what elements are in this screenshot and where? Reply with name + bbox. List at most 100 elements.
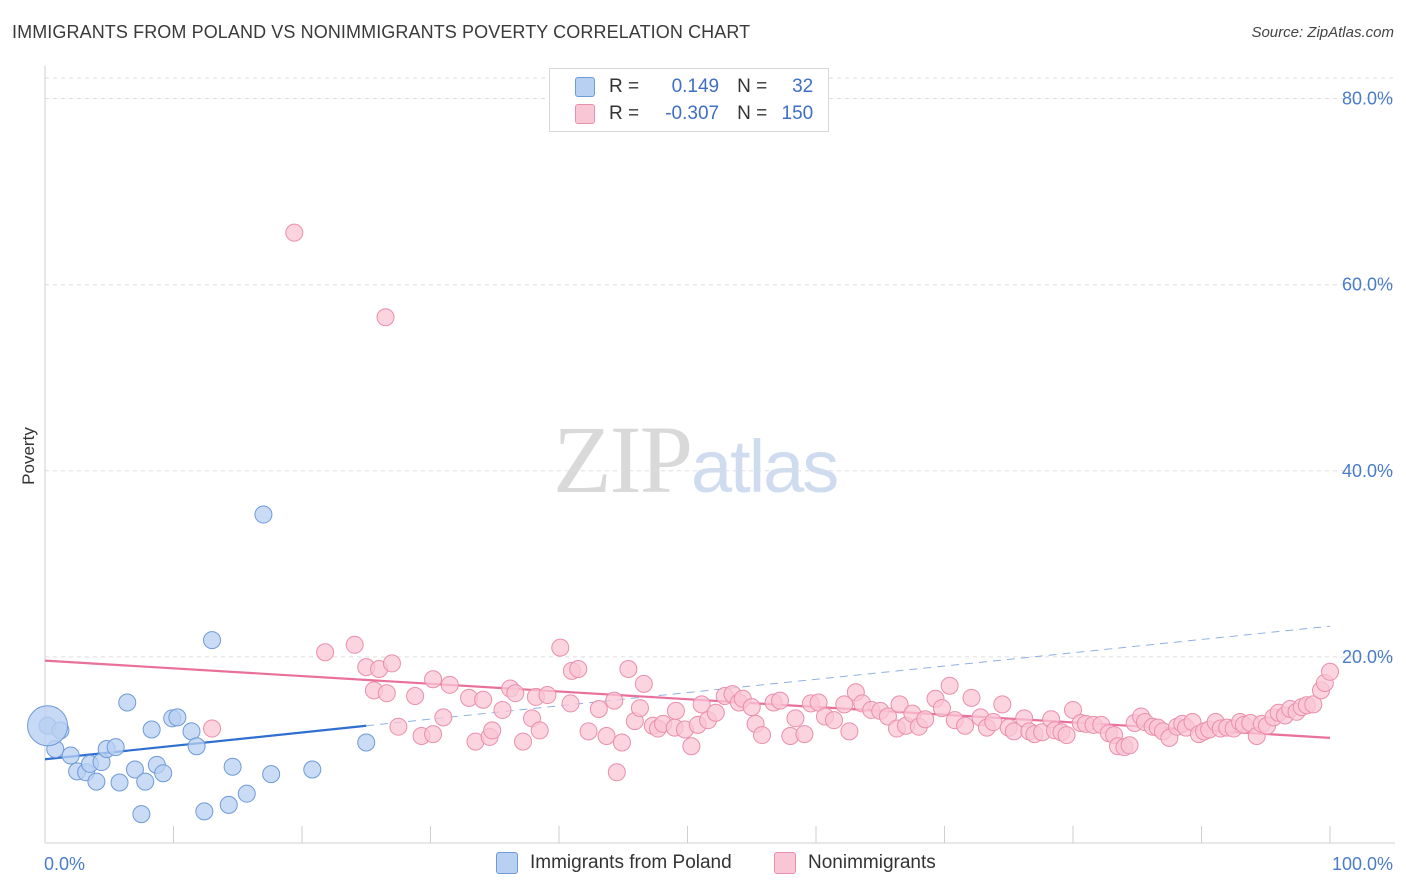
legend-swatch-pink (575, 104, 595, 124)
legend-n-label: N = (737, 76, 768, 97)
nonimmigrant-point (589, 700, 608, 719)
legend-row-poland: R = 0.149 N = 32 (575, 75, 813, 99)
source-label: Source: ZipAtlas.com (1251, 24, 1394, 41)
legend-row-nonimmigrants: R = -0.307 N = 150 (575, 102, 813, 126)
nonimmigrant-point (597, 726, 616, 745)
nonimmigrant-point (579, 722, 598, 741)
grid (45, 77, 1395, 658)
nonimmigrant-point (493, 700, 512, 719)
watermark-atlas: atlas (691, 425, 839, 508)
nonimmigrant-point (530, 721, 549, 740)
nonimmigrant-point (607, 763, 626, 782)
poland-point (132, 805, 151, 824)
nonimmigrant-point (474, 690, 493, 709)
series-legend-poland[interactable]: Immigrants from Poland (496, 852, 732, 874)
poland-point (203, 631, 222, 650)
nonimmigrant-point (440, 675, 459, 694)
nonimmigrant-point (377, 684, 396, 703)
nonimmigrant-point (630, 699, 649, 718)
nonimmigrant-point (612, 733, 631, 752)
poland-point (195, 802, 214, 821)
chart-title: IMMIGRANTS FROM POLAND VS NONIMMIGRANTS … (12, 22, 751, 42)
poland-point (219, 795, 238, 814)
poland-point (87, 772, 106, 791)
poland-point (357, 733, 376, 752)
nonimmigrant-point (634, 674, 653, 693)
nonimmigrant-point (561, 694, 580, 713)
nonimmigrant-point (682, 737, 701, 756)
poland-trend-dashed (366, 625, 1331, 727)
nonimmigrant-point (434, 708, 453, 727)
legend-r-value: 0.149 (671, 76, 720, 97)
legend-n-value: 32 (792, 76, 814, 97)
nonimmigrant-point (890, 695, 909, 714)
series-legend-label: Immigrants from Poland (530, 852, 732, 873)
nonimmigrant-point (824, 711, 843, 730)
nonimmigrant-point (1321, 662, 1339, 681)
x-tick-label: 100.0% (1332, 854, 1393, 874)
legend-r-label: R = (609, 76, 640, 97)
poland-point (142, 720, 161, 739)
poland-point (61, 746, 80, 765)
nonimmigrant-point (424, 725, 443, 744)
nonimmigrant-point (940, 676, 959, 695)
nonimmigrant-point (203, 719, 222, 738)
poland-point (118, 693, 137, 712)
nonimmigrant-point (984, 713, 1003, 732)
legend-r-label: R = (609, 103, 640, 124)
nonimmigrant-point (345, 635, 364, 654)
poland-point (223, 757, 242, 776)
legend-r-value: -0.307 (665, 103, 720, 124)
nonimmigrant-point (382, 654, 401, 673)
nonimmigrant-point (619, 659, 638, 678)
nonimmigrant-point (376, 308, 395, 327)
nonimmigrant-point (605, 691, 624, 710)
nonimmigrant-point (316, 643, 335, 662)
nonimmigrant-point (1057, 726, 1076, 745)
nonimmigrant-point (706, 703, 725, 722)
series-swatch-pink (774, 852, 796, 874)
nonimmigrant-point (993, 695, 1012, 714)
series-swatch-blue (496, 852, 518, 874)
poland-point (254, 505, 273, 524)
nonimmigrant-point (878, 707, 897, 726)
nonimmigrant-point (795, 725, 814, 744)
nonimmigrant-point (1304, 695, 1323, 714)
nonimmigrant-point (771, 691, 790, 710)
nonimmigrant-point (962, 688, 981, 707)
correlation-legend: R = 0.149 N = 32 R = -0.307 N = 150 (549, 68, 829, 132)
nonimmigrant-point (956, 716, 975, 735)
nonimmigrant-point (389, 717, 408, 736)
nonimmigrant-point (916, 710, 935, 729)
legend-swatch-blue (575, 77, 595, 97)
y-tick-label: 80.0% (1342, 89, 1393, 109)
nonimmigrant-point (742, 698, 761, 717)
data-points (27, 223, 1339, 824)
nonimmigrant-point (786, 709, 805, 728)
tick-labels: 20.0% 40.0% 60.0% 80.0% 0.0% 100.0% (44, 89, 1393, 874)
nonimmigrant-point (1120, 736, 1139, 755)
nonimmigrant-point (285, 223, 304, 242)
nonimmigrant-point (840, 722, 859, 741)
nonimmigrant-point (932, 699, 951, 718)
y-tick-label: 40.0% (1342, 461, 1393, 481)
nonimmigrant-point (692, 695, 711, 714)
poland-point (187, 737, 206, 756)
poland-point (106, 738, 125, 757)
nonimmigrant-point (753, 726, 772, 745)
poland-point (262, 765, 281, 784)
y-axis-label: Poverty (19, 427, 38, 485)
nonimmigrant-point (538, 686, 557, 705)
poland-point (154, 764, 173, 783)
poland-point (125, 760, 144, 779)
series-legend-nonimmigrants[interactable]: Nonimmigrants (774, 852, 936, 874)
poland-point (237, 784, 256, 803)
poland-large-point (27, 705, 69, 747)
nonimmigrant-point (514, 732, 533, 751)
poland-point (136, 772, 155, 791)
x-tick-label: 0.0% (44, 854, 85, 874)
nonimmigrant-point (483, 721, 502, 740)
nonimmigrant-point (551, 638, 570, 657)
nonimmigrant-point (424, 670, 443, 689)
